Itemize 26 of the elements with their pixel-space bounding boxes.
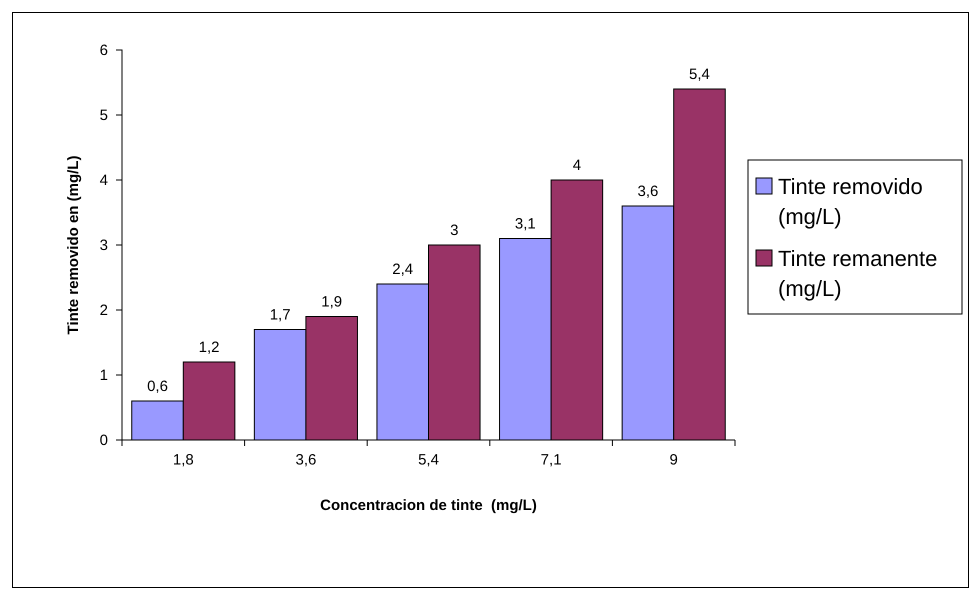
data-label: 3,1: [514, 216, 536, 232]
legend-label: Tinte remanente (mg/L): [778, 246, 938, 301]
x-tick-label: 3,6: [295, 452, 316, 469]
data-label: 1,7: [270, 306, 291, 324]
data-label: 5,4: [689, 66, 710, 83]
data-label: 2,4: [392, 261, 414, 278]
x-axis-title: Concentracion de tinte (mg/L): [320, 497, 537, 514]
data-label: 3,6: [637, 183, 658, 200]
y-axis-title: Tinte removido en (mg/L): [65, 156, 82, 334]
y-tick-label: 3: [100, 236, 108, 254]
legend-label: Tinte removido (mg/L): [778, 174, 923, 229]
y-tick-label: 0: [100, 432, 108, 449]
data-label: 4: [572, 157, 582, 174]
data-label: 3: [450, 222, 458, 239]
y-tick-label: 6: [100, 42, 108, 59]
data-label: 1,2: [198, 339, 220, 356]
data-label: 0,6: [147, 378, 168, 395]
y-tick-label: 5: [100, 106, 108, 124]
x-tick-label: 5,4: [418, 452, 439, 469]
x-tick-label: 1,8: [172, 452, 194, 469]
x-tick-label: 7,1: [540, 452, 562, 469]
y-tick-label: 2: [100, 302, 108, 319]
y-tick-label: 1: [100, 366, 108, 384]
data-label: 1,9: [321, 294, 342, 310]
x-tick-label: 9: [670, 452, 678, 469]
y-tick-label: 4: [100, 172, 108, 189]
